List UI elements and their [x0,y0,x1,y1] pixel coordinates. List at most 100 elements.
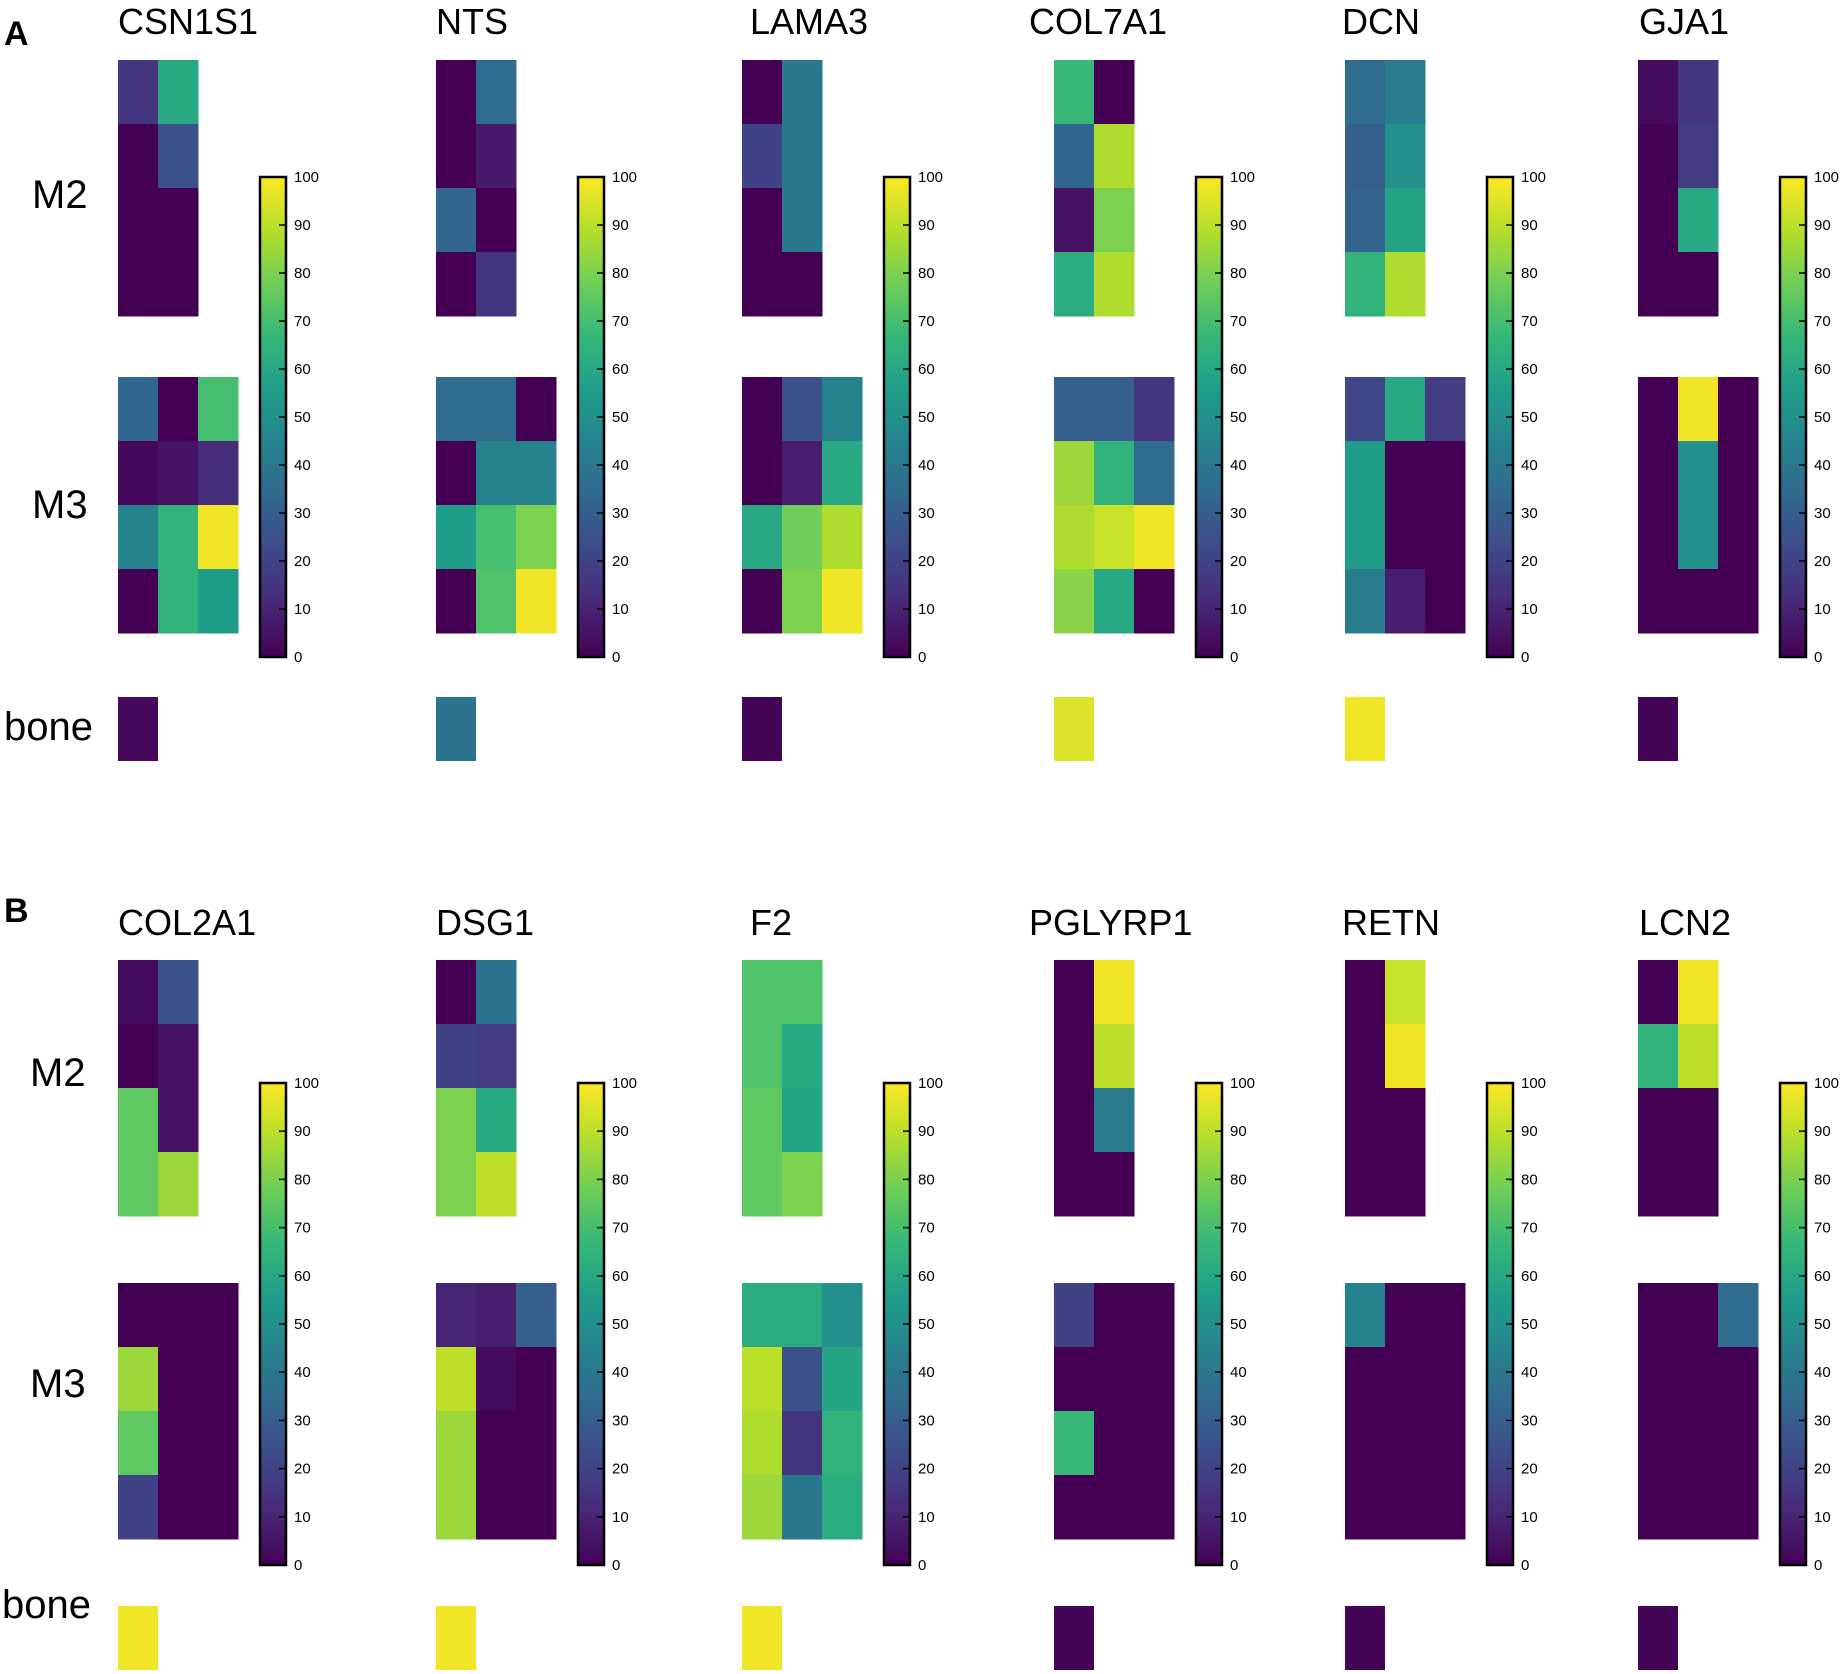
colorbar-tick-label: 10 [918,1509,935,1526]
m3-cell [1054,1283,1095,1348]
colorbar-tick-label: 20 [918,553,935,570]
m3-cell [1094,1283,1135,1348]
m2-cell [1638,188,1679,253]
colorbar-tick-label: 20 [1814,1461,1831,1478]
m3-cell [198,441,239,506]
m2-cell [436,1024,477,1089]
colorbar-tick-label: 0 [294,649,302,666]
colorbar-tick-label: 10 [1521,1509,1538,1526]
m3-cell [782,505,823,570]
colorbar-tick-label: 100 [1814,169,1839,186]
m2-cell [742,188,783,253]
m3-cell [822,505,863,570]
colorbar-tick-label: 70 [1521,313,1538,330]
colorbar-tick-label: 90 [1814,217,1831,234]
m3-cell [742,1347,783,1412]
colorbar-tick-label: 10 [1230,601,1247,618]
m3-cell [1094,1475,1135,1540]
row-label-bone-a: bone [4,705,93,749]
m2-cell [1678,188,1719,253]
colorbar-tick-label: 40 [1814,457,1831,474]
m3-cell [742,505,783,570]
panel-label-a: A [4,15,29,53]
m3-cell [158,441,199,506]
colorbar-tick-label: 20 [1230,1461,1247,1478]
colorbar-tick-label: 40 [1230,457,1247,474]
row-labels: M2 M3 bone M2 M3 bone [2,173,93,1627]
colorbar-tick-label: 80 [918,1171,935,1188]
m3-cell [1678,1411,1719,1476]
heatmap-gja1: GJA1 0 10 20 30 40 50 60 70 80 90 100 [1638,1,1839,761]
colorbar-tick-label: 60 [612,361,629,378]
m3-cell [1345,377,1386,442]
colorbar-tick-label: 90 [1521,217,1538,234]
colorbar-tick-label: 90 [918,1123,935,1140]
m2-cell [742,60,783,125]
m3-cell [516,569,557,634]
m2-cell [1094,124,1135,189]
m3-cell [476,377,517,442]
colorbar-tick-label: 30 [612,505,629,522]
m3-cell [1345,569,1386,634]
colorbar-tick-label: 50 [918,409,935,426]
m3-cell [158,569,199,634]
m3-cell [1718,1411,1759,1476]
m3-cell [436,1411,477,1476]
m3-cell [1134,1475,1175,1540]
m3-cell [158,1347,199,1412]
m3-cell [742,377,783,442]
m3-cell [782,1347,823,1412]
colorbar-tick-label: 30 [1814,505,1831,522]
colorbar-tick-label: 10 [294,601,311,618]
colorbar-tick-label: 60 [1230,361,1247,378]
colorbar-tick-label: 100 [1521,169,1546,186]
panel-label-b: B [4,892,29,930]
panel-labels: A B [4,15,29,930]
m3-cell [436,1283,477,1348]
m3-cell [436,505,477,570]
m2-cell [436,124,477,189]
m3-cell [516,441,557,506]
colorbar-tick-label: 50 [918,1316,935,1333]
m3-cell [1054,505,1095,570]
colorbar-tick-label: 50 [1814,1316,1831,1333]
m3-cell [1678,569,1719,634]
m3-cell [198,1411,239,1476]
m2-cell [118,124,159,189]
m3-cell [1638,377,1679,442]
m2-cell [1345,188,1386,253]
m2-cell [1094,188,1135,253]
colorbar-tick-label: 60 [1230,1268,1247,1285]
colorbar-tick-label: 70 [1814,313,1831,330]
gene-heatmaps: CSN1S10102030405060708090100NTS010203040… [118,1,1839,1670]
m3-cell [436,377,477,442]
m3-cell [742,1475,783,1540]
row-label-m2-b: M2 [30,1051,86,1095]
m3-cell [158,1411,199,1476]
m3-cell [1385,377,1426,442]
m3-cell [1054,569,1095,634]
colorbar-tick-label: 100 [612,1075,637,1092]
colorbar-tick-label: 0 [918,649,926,666]
colorbar-tick-label: 60 [294,361,311,378]
colorbar-tick-label: 90 [1230,1123,1247,1140]
colorbar-tick-label: 100 [1230,1075,1255,1092]
m3-cell [476,441,517,506]
m3-cell [1385,1411,1426,1476]
m3-cell [1638,569,1679,634]
m2-cell [1054,1024,1095,1089]
m3-cell [1638,1411,1679,1476]
m3-cell [118,569,159,634]
m2-cell [742,960,783,1025]
colorbar-tick-label: 10 [1814,601,1831,618]
colorbar-tick-label: 50 [1521,1316,1538,1333]
m2-cell [436,1152,477,1217]
m2-cell [1094,60,1135,125]
m2-cell [1345,124,1386,189]
colorbar-tick-label: 40 [1230,1364,1247,1381]
colorbar-tick-label: 90 [918,217,935,234]
m3-cell [516,1283,557,1348]
m3-cell [822,1347,863,1412]
m2-cell [1094,252,1135,317]
m3-cell [118,1347,159,1412]
